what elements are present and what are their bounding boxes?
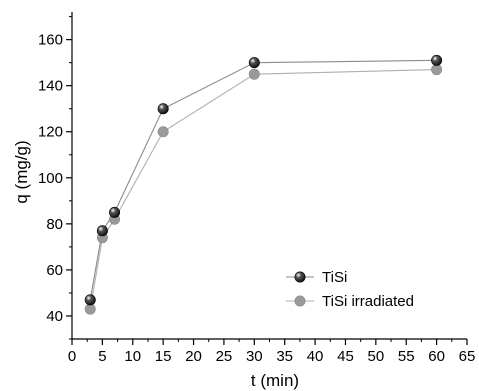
y-tick-label: 160 — [38, 32, 63, 49]
y-tick-label: 120 — [38, 124, 63, 141]
x-tick-label: 50 — [368, 348, 385, 365]
series-line-tisi-irradiated — [89, 69, 437, 310]
data-point-tisi — [109, 206, 121, 218]
x-tick-label: 5 — [98, 348, 106, 365]
x-tick-label: 10 — [124, 348, 141, 365]
x-tick-label: 35 — [276, 348, 293, 365]
x-tick-label: 60 — [428, 348, 445, 365]
y-tick-label: 80 — [46, 216, 63, 233]
data-point-tisi — [96, 225, 108, 237]
x-tick-label: 40 — [307, 348, 324, 365]
series-line-tisi — [89, 59, 437, 300]
x-tick-label: 45 — [337, 348, 354, 365]
y-tick-label: 140 — [38, 78, 63, 95]
legend-marker — [294, 295, 306, 307]
data-point-tisi — [84, 294, 96, 306]
data-point-tisi-irradiated — [431, 64, 443, 76]
x-tick-label: 25 — [216, 348, 233, 365]
x-tick-label: 55 — [398, 348, 415, 365]
x-tick-label: 30 — [246, 348, 263, 365]
x-tick-label: 15 — [155, 348, 172, 365]
data-point-tisi — [157, 103, 169, 115]
y-ticks: 40 60 80 100 120 140 160 — [38, 16, 72, 340]
x-tick-label: 65 — [459, 348, 476, 365]
x-ticks: 0 5 10 15 20 25 30 35 40 45 50 55 60 65 — [68, 339, 476, 365]
legend-label: TiSi irradiated — [322, 293, 414, 310]
data-point-tisi-irradiated — [248, 68, 260, 80]
data-point-tisi — [248, 57, 260, 69]
data-point-tisi-irradiated — [157, 126, 169, 138]
y-axis-label: q (mg/g) — [12, 140, 31, 203]
x-axis-label: t (min) — [251, 371, 299, 390]
x-tick-label: 20 — [185, 348, 202, 365]
series-layer — [84, 54, 443, 315]
data-point-tisi-irradiated — [84, 303, 96, 315]
legend-label: TiSi — [322, 269, 347, 286]
y-tick-label: 100 — [38, 170, 63, 187]
y-tick-label: 40 — [46, 308, 63, 325]
legend: TiSi TiSi irradiated — [286, 269, 414, 310]
legend-marker — [294, 271, 306, 283]
y-tick-label: 60 — [46, 262, 63, 279]
data-point-tisi — [431, 54, 443, 66]
x-tick-label: 0 — [68, 348, 76, 365]
